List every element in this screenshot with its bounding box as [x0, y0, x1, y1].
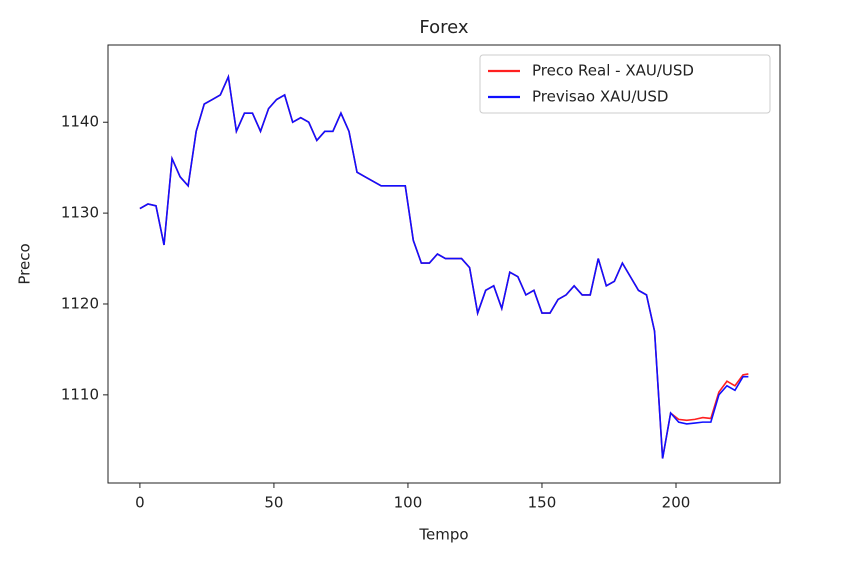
x-axis-label: Tempo — [418, 526, 468, 544]
x-tick-label: 100 — [394, 494, 423, 512]
y-axis-label: Preco — [16, 243, 34, 284]
legend-label: Preco Real - XAU/USD — [532, 62, 694, 80]
legend-box — [479, 54, 771, 114]
legend-label: Previsao XAU/USD — [532, 88, 668, 106]
y-tick-label: 1140 — [61, 113, 99, 131]
y-tick-label: 1130 — [61, 204, 99, 222]
x-tick-label: 0 — [135, 494, 145, 512]
series-line — [139, 73, 749, 459]
x-tick-label: 200 — [662, 494, 691, 512]
series-line — [139, 73, 749, 459]
x-tick-label: 150 — [528, 494, 557, 512]
y-tick-label: 1120 — [61, 294, 99, 312]
chart-title: Forex — [419, 17, 468, 38]
plot-frame — [107, 44, 781, 484]
x-tick-label: 50 — [264, 494, 283, 512]
y-tick-label: 1110 — [61, 385, 99, 403]
